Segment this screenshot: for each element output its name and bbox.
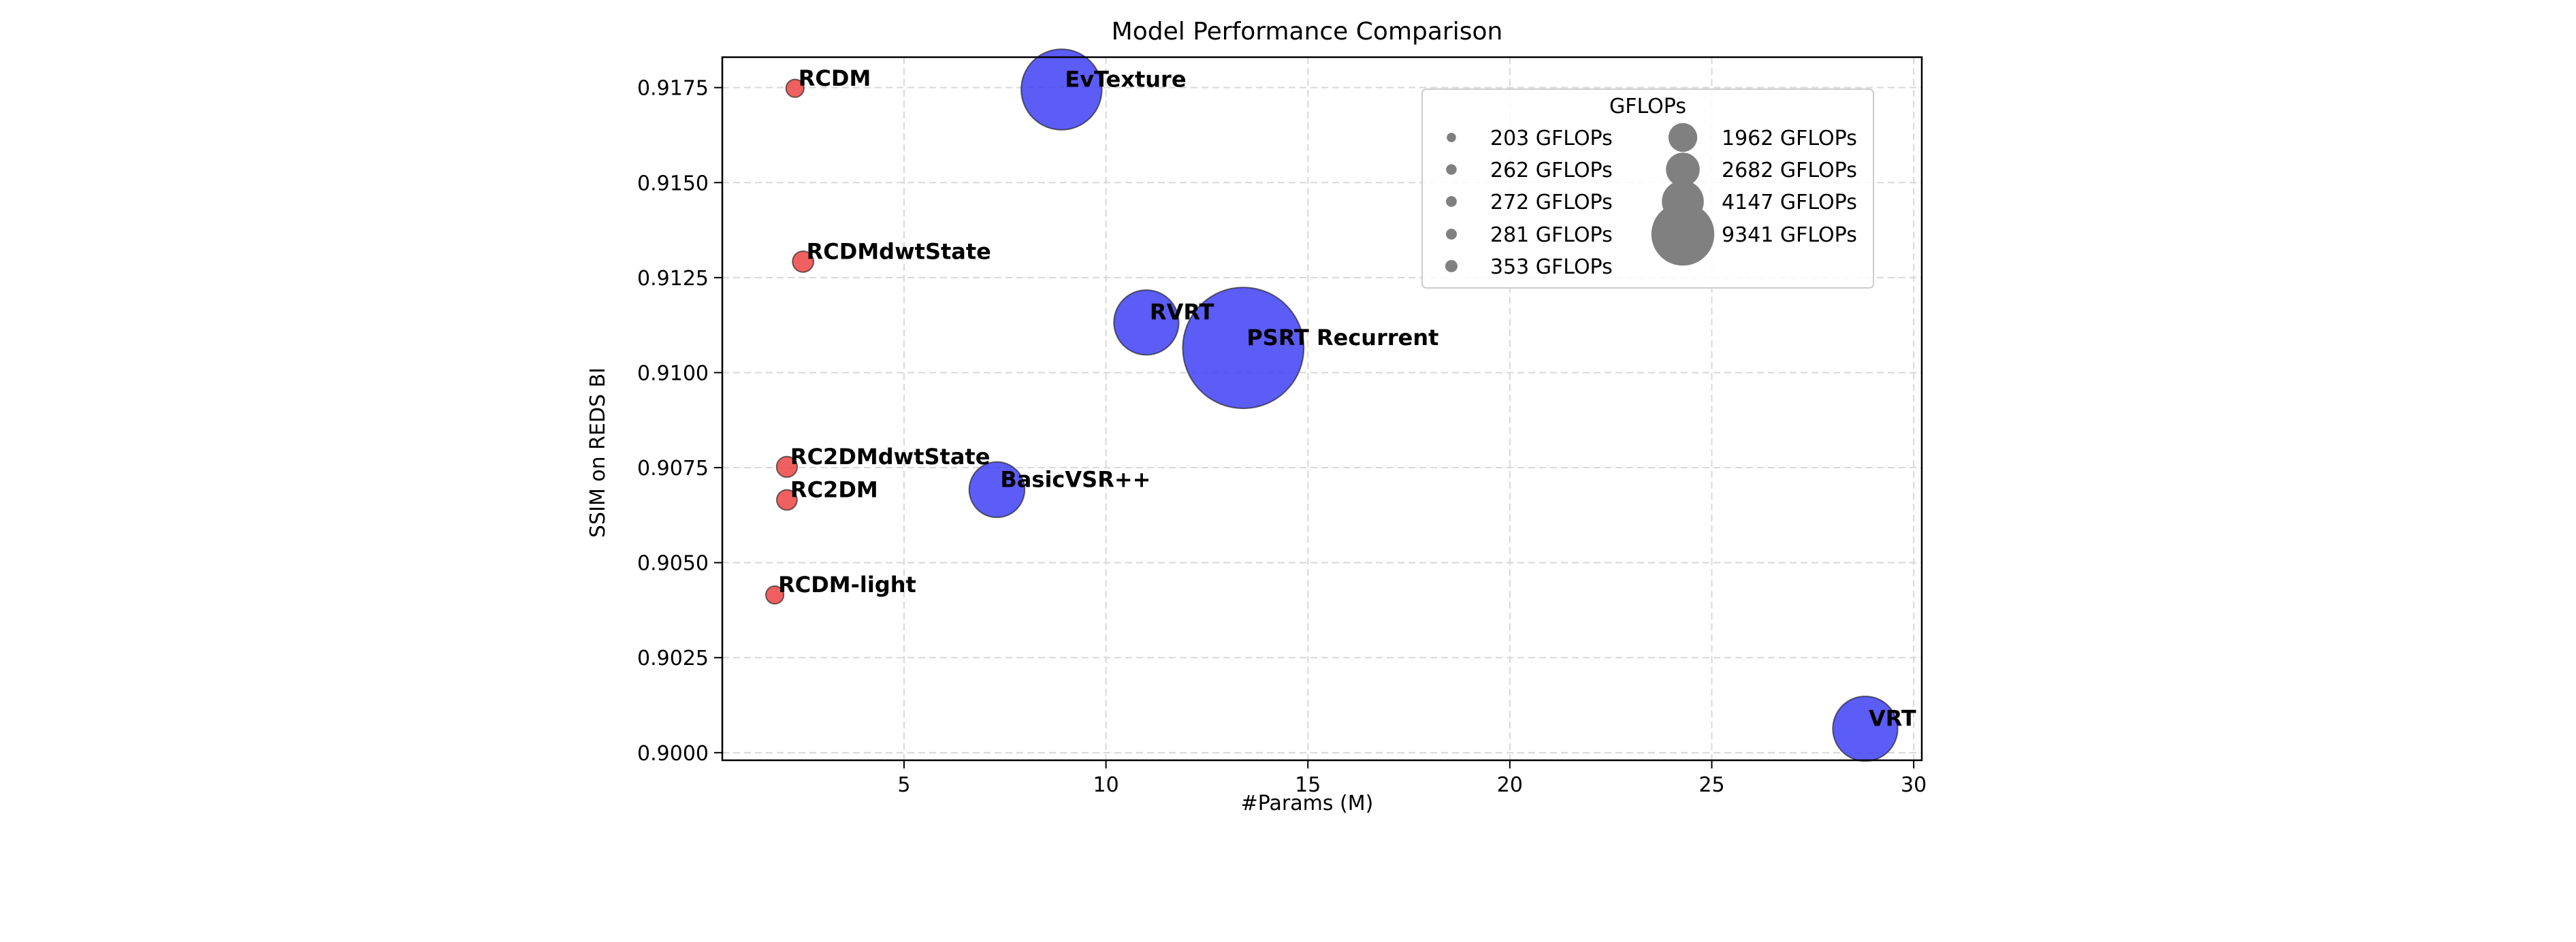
legend-label: 272 GFLOPs — [1490, 191, 1613, 214]
x-tick-label: 10 — [1093, 773, 1119, 797]
point-label: RCDM — [799, 65, 871, 91]
point-layer — [765, 48, 1899, 762]
legend-marker — [1445, 228, 1458, 240]
y-axis-label: SSIM on REDS BI — [586, 368, 610, 538]
point-label-layer: RCDM RCDMdwtState RC2DMdwtState RC2DM RCDM-l… — [778, 65, 1916, 732]
chart-title: Model Performance Comparison — [1112, 18, 1503, 46]
data-point — [1113, 289, 1180, 356]
point-label: RCDM-light — [778, 572, 916, 598]
legend-marker — [1668, 123, 1698, 152]
y-tick-label: 0.9175 — [637, 77, 709, 101]
x-tick-label: 25 — [1698, 773, 1724, 797]
grid-layer — [722, 57, 1922, 760]
legend-marker — [1447, 133, 1456, 142]
y-tick-label: 0.9075 — [637, 457, 709, 481]
data-point — [1182, 287, 1305, 410]
y-tick-label: 0.9100 — [637, 361, 709, 385]
axis-layer: 5 10 15 20 25 30 0.9000 0.9025 0.9050 0.9075 0.910… — [637, 56, 1927, 797]
x-tick-label: 5 — [897, 773, 910, 797]
data-point — [968, 461, 1026, 519]
legend-marker — [1666, 152, 1700, 186]
point-label: VRT — [1869, 706, 1916, 732]
legend-title: GFLOPs — [1609, 95, 1686, 118]
legend: GFLOPs 203 GFLOPs 262 GFLOPs 272 GFLOPs 281 … — [1421, 88, 1874, 289]
legend-marker — [1445, 260, 1458, 272]
legend-label: 1962 GFLOPs — [1722, 127, 1857, 150]
y-tick-label: 0.9125 — [637, 267, 709, 291]
legend-box — [1421, 88, 1874, 289]
point-label: RC2DMdwtState — [790, 444, 991, 470]
point-label: PSRT Recurrent — [1246, 325, 1438, 351]
x-tick-label: 30 — [1901, 773, 1927, 797]
point-label: RCDMdwtState — [807, 238, 991, 264]
y-tick-label: 0.9025 — [637, 647, 709, 670]
data-point — [776, 489, 798, 511]
point-label: RC2DM — [790, 477, 878, 503]
legend-label: 9341 GFLOPs — [1722, 223, 1857, 247]
point-label: RVRT — [1150, 299, 1214, 325]
x-tick-label: 20 — [1497, 773, 1523, 797]
legend-label: 203 GFLOPs — [1490, 127, 1613, 150]
y-tick-label: 0.9050 — [637, 552, 709, 576]
legend-label: 4147 GFLOPs — [1722, 191, 1857, 214]
legend-label: 353 GFLOPs — [1490, 255, 1613, 279]
point-label: BasicVSR++ — [1000, 466, 1150, 492]
legend-label: 2682 GFLOPs — [1722, 159, 1857, 182]
y-tick-label: 0.9000 — [637, 742, 709, 766]
x-axis-label: #Params (M) — [1241, 792, 1374, 815]
data-point — [792, 250, 815, 273]
data-point — [1832, 696, 1899, 762]
legend-marker — [1651, 202, 1715, 266]
data-point — [1020, 48, 1103, 131]
y-tick-label: 0.9150 — [637, 172, 709, 195]
legend-marker — [1446, 164, 1457, 175]
legend-label: 281 GFLOPs — [1490, 223, 1613, 247]
x-tick-label: 15 — [1295, 773, 1321, 797]
data-point — [785, 78, 805, 98]
plot-frame — [721, 56, 1923, 762]
data-point — [775, 455, 799, 478]
data-point — [765, 585, 785, 605]
legend-label: 262 GFLOPs — [1490, 159, 1613, 182]
legend-marker — [1446, 196, 1457, 207]
point-label: EvTexture — [1065, 66, 1186, 92]
